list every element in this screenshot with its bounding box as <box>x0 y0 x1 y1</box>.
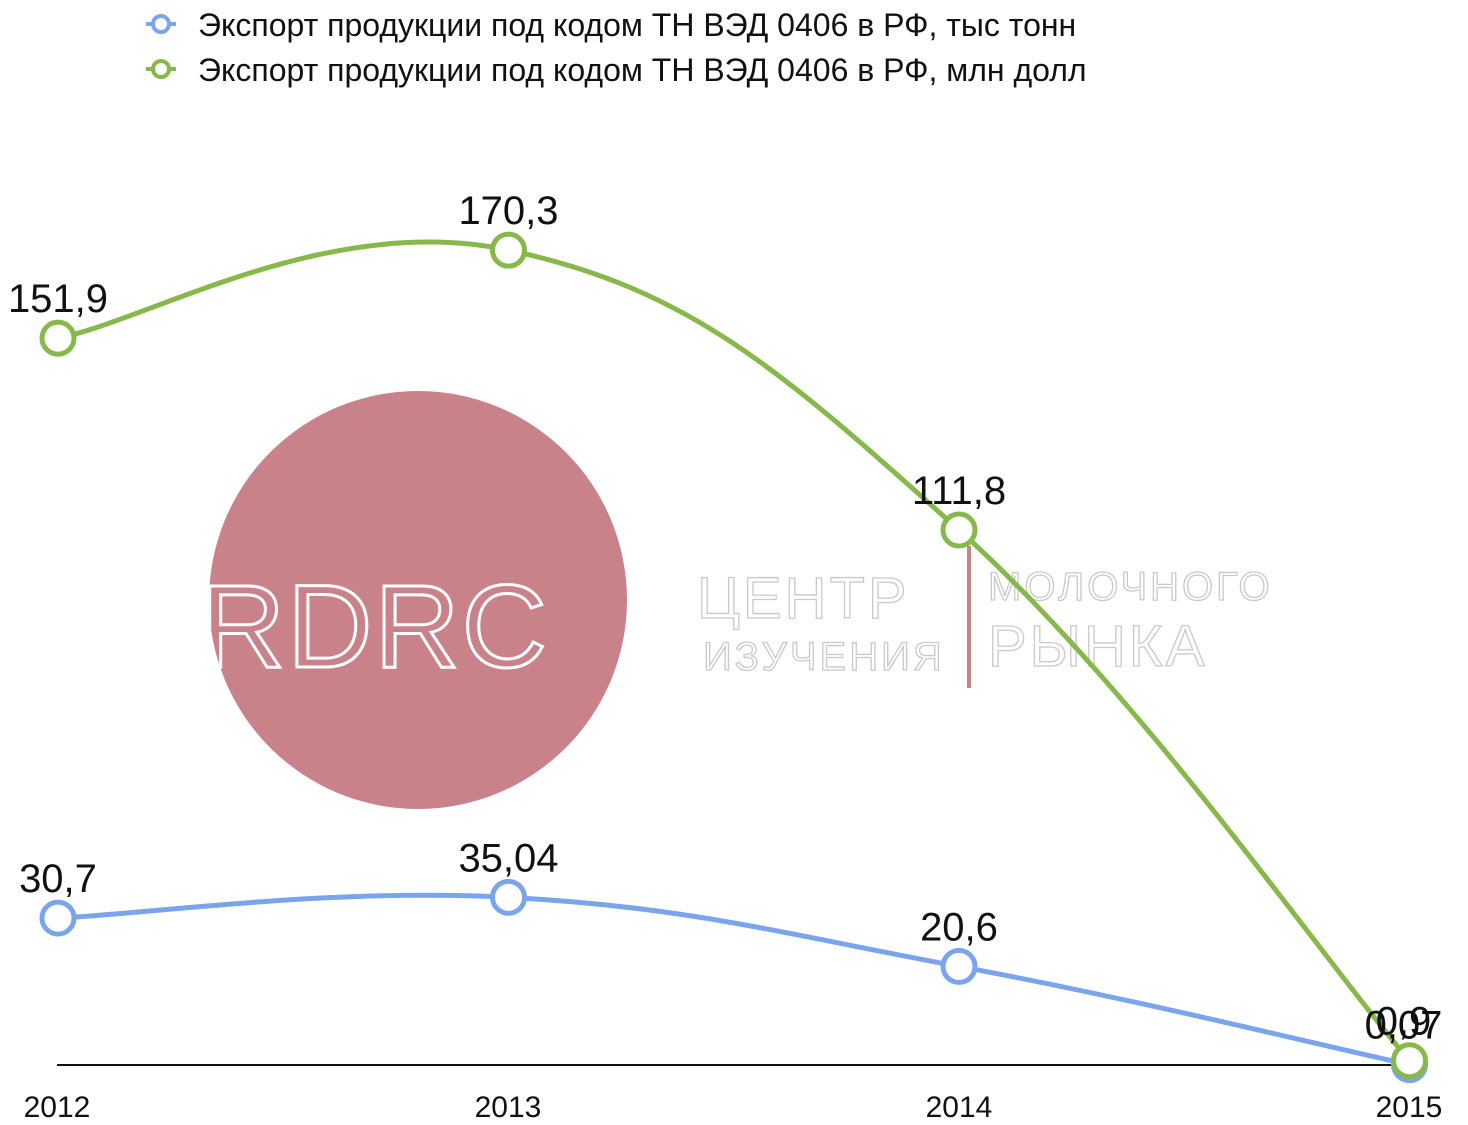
data-point <box>1391 1042 1428 1080</box>
series-layer <box>39 231 1428 1084</box>
data-label: 0,07 <box>1365 1004 1443 1048</box>
watermark-circle <box>209 391 627 809</box>
x-tick-label: 2013 <box>475 1091 542 1124</box>
data-label: 170,3 <box>458 189 558 233</box>
watermark-text-line2-left: ИЗУЧЕНИЯ <box>703 635 945 679</box>
watermark-text-line1-left: ЦЕНТР <box>697 566 910 631</box>
data-label: 35,04 <box>458 836 558 880</box>
legend: Экспорт продукции под кодом ТН ВЭД 0406 … <box>146 7 1087 88</box>
legend-marker <box>151 59 171 79</box>
watermark-logo-text: RDRC <box>200 561 549 693</box>
data-point <box>940 947 978 985</box>
legend-item-usd: Экспорт продукции под кодом ТН ВЭД 0406 … <box>146 52 1087 88</box>
data-point <box>39 319 77 357</box>
x-tick-label: 2014 <box>926 1091 993 1124</box>
watermark-logo: RDRC ЦЕНТР ИЗУЧЕНИЯ МОЛОЧНОГО РЫНКА <box>200 391 1270 809</box>
watermark-divider <box>967 546 971 688</box>
series-line-usd <box>55 239 1412 1064</box>
legend-marker <box>151 14 171 34</box>
data-label: 111,8 <box>912 469 1006 513</box>
series-line-tonnes <box>55 892 1412 1068</box>
data-point <box>490 231 527 269</box>
data-label: 20,6 <box>920 905 998 949</box>
x-tick-label: 2015 <box>1376 1091 1443 1124</box>
data-labels-layer: 30,7 35,04 20,6 0,07 151,9 170,3 111,8 0,9 <box>8 189 1442 1048</box>
data-label: 151,9 <box>8 277 108 321</box>
legend-label: Экспорт продукции под кодом ТН ВЭД 0406 … <box>198 7 1076 43</box>
data-point <box>940 511 978 549</box>
data-point <box>490 878 527 916</box>
data-label: 0,9 <box>1376 1000 1432 1044</box>
data-point <box>39 899 77 937</box>
data-label: 30,7 <box>19 857 97 901</box>
x-tick-label: 2012 <box>24 1091 91 1124</box>
legend-item-tonnes: Экспорт продукции под кодом ТН ВЭД 0406 … <box>146 7 1076 43</box>
legend-label: Экспорт продукции под кодом ТН ВЭД 0406 … <box>198 52 1087 88</box>
